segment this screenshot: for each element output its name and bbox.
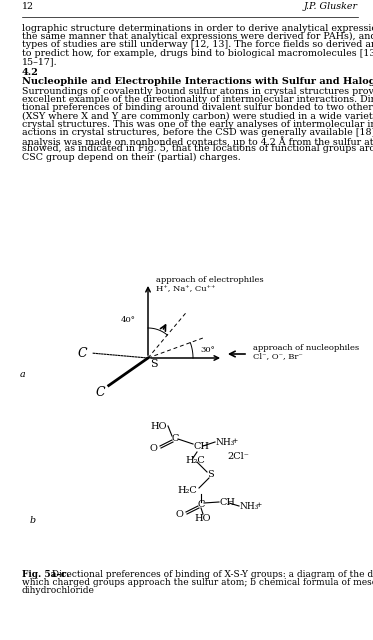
Text: C: C [197, 500, 205, 509]
Text: S: S [207, 470, 214, 479]
Text: Fig. 5a–c.: Fig. 5a–c. [22, 570, 70, 579]
Text: O: O [175, 510, 183, 519]
Text: H₂C: H₂C [185, 456, 205, 465]
Text: 15–17].: 15–17]. [22, 57, 57, 66]
Text: +: + [231, 437, 237, 445]
Text: Directional preferences of binding of X-S-Y groups: a diagram of the directions : Directional preferences of binding of X-… [49, 570, 373, 579]
Text: CSC group depend on their (partial) charges.: CSC group depend on their (partial) char… [22, 152, 241, 162]
Text: Cl⁻, O⁻, Br⁻: Cl⁻, O⁻, Br⁻ [253, 352, 303, 360]
Text: 40°: 40° [120, 316, 135, 324]
Text: H₂C: H₂C [177, 486, 197, 495]
Text: showed, as indicated in Fig. 5, that the locations of functional groups around t: showed, as indicated in Fig. 5, that the… [22, 145, 373, 154]
Text: C: C [171, 434, 179, 443]
Text: to predict how, for example, drugs bind to biological macromolecules [13,: to predict how, for example, drugs bind … [22, 49, 373, 58]
Text: b: b [30, 516, 36, 525]
Text: J.P. Glusker: J.P. Glusker [304, 2, 358, 11]
Text: S: S [150, 359, 158, 369]
Text: CH: CH [219, 498, 235, 507]
Text: O: O [149, 444, 157, 453]
Text: the same manner that analytical expressions were derived for PAHs), and these: the same manner that analytical expressi… [22, 32, 373, 42]
Text: 30°: 30° [200, 346, 215, 354]
Text: crystal structures. This was one of the early analyses of intermolecular inter-: crystal structures. This was one of the … [22, 120, 373, 129]
Text: dihydrochloride: dihydrochloride [22, 586, 95, 595]
Text: excellent example of the directionality of intermolecular interactions. Direc-: excellent example of the directionality … [22, 95, 373, 104]
Text: 4.2: 4.2 [22, 68, 39, 77]
Text: Nucleophile and Electrophile Interactions with Sulfur and Halogen Atoms: Nucleophile and Electrophile Interaction… [22, 77, 373, 86]
Text: 2Cl⁻: 2Cl⁻ [227, 452, 249, 461]
Text: NH₃: NH₃ [215, 438, 234, 447]
Text: approach of nucleophiles: approach of nucleophiles [253, 344, 359, 352]
Text: approach of electrophiles: approach of electrophiles [156, 276, 264, 284]
Text: H⁺, Na⁺, Cu⁺⁺: H⁺, Na⁺, Cu⁺⁺ [156, 284, 215, 292]
Text: a: a [20, 370, 26, 379]
Text: lographic structure determinations in order to derive analytical expressions (in: lographic structure determinations in or… [22, 24, 373, 33]
Text: which charged groups approach the sulfur atom; b chemical formula of mesoianthio: which charged groups approach the sulfur… [22, 578, 373, 587]
Text: (XSY where X and Y are commonly carbon) were studied in a wide variety of: (XSY where X and Y are commonly carbon) … [22, 111, 373, 121]
Text: NH₃: NH₃ [239, 502, 258, 511]
Text: types of studies are still underway [12, 13]. The force fields so derived are us: types of studies are still underway [12,… [22, 40, 373, 49]
Text: HO: HO [150, 422, 167, 431]
Text: C: C [95, 385, 105, 399]
Text: +: + [255, 501, 261, 509]
Text: HO: HO [195, 514, 211, 523]
Text: tional preferences of binding around divalent sulfur bonded to two other atoms: tional preferences of binding around div… [22, 104, 373, 113]
Text: C: C [78, 347, 87, 360]
Text: actions in crystal structures, before the CSD was generally available [18]. The: actions in crystal structures, before th… [22, 128, 373, 137]
Text: Surroundings of covalently bound sulfur atoms in crystal structures provide an: Surroundings of covalently bound sulfur … [22, 87, 373, 96]
Text: 12: 12 [22, 2, 34, 11]
Text: analysis was made on nonbonded contacts, up to 4.2 Å from the sulfur atoms; it: analysis was made on nonbonded contacts,… [22, 136, 373, 147]
Text: CH: CH [193, 442, 209, 451]
